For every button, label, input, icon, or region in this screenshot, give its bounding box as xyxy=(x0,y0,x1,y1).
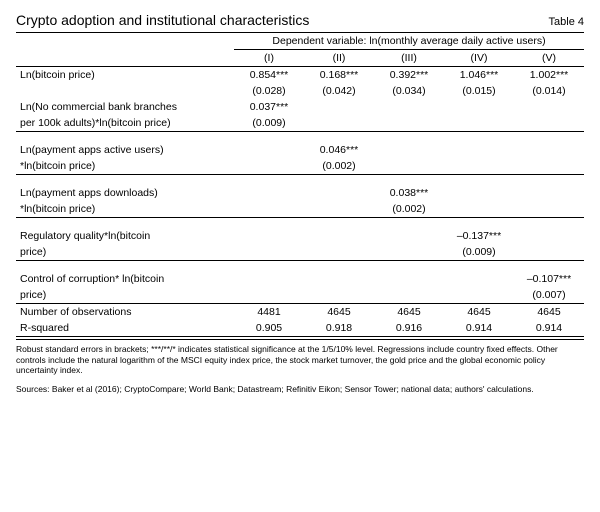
se-cell: (0.009) xyxy=(234,115,304,132)
stat-cell: 0.914 xyxy=(514,320,584,337)
row-label: Ln(payment apps active users) xyxy=(16,142,234,158)
coef-cell: –0.107*** xyxy=(514,271,584,287)
col-header: (I) xyxy=(234,50,304,67)
stat-cell: 4645 xyxy=(304,304,374,321)
coef-cell: 0.038*** xyxy=(374,185,444,201)
stat-cell: 0.918 xyxy=(304,320,374,337)
row-label: per 100k adults)*ln(bitcoin price) xyxy=(16,115,234,132)
table-row: *ln(bitcoin price) (0.002) xyxy=(16,201,584,218)
coef-cell: 0.168*** xyxy=(304,67,374,84)
col-header: (V) xyxy=(514,50,584,67)
row-label: price) xyxy=(16,244,234,261)
row-label: Ln(payment apps downloads) xyxy=(16,185,234,201)
table-row: Ln(bitcoin price) 0.854*** 0.168*** 0.39… xyxy=(16,67,584,84)
table-row: Number of observations 4481 4645 4645 46… xyxy=(16,304,584,321)
table-title: Crypto adoption and institutional charac… xyxy=(16,12,309,28)
stat-cell: 0.916 xyxy=(374,320,444,337)
row-label: Ln(No commercial bank branches xyxy=(16,99,234,115)
row-label: R-squared xyxy=(16,320,234,337)
table-footnote: Robust standard errors in brackets; ***/… xyxy=(16,339,584,376)
table-row: per 100k adults)*ln(bitcoin price) (0.00… xyxy=(16,115,584,132)
se-cell: (0.028) xyxy=(234,83,304,99)
table-row: price) (0.009) xyxy=(16,244,584,261)
stat-cell: 0.914 xyxy=(444,320,514,337)
col-header: (II) xyxy=(304,50,374,67)
coef-cell: 0.046*** xyxy=(304,142,374,158)
se-cell: (0.007) xyxy=(514,287,584,304)
se-cell: (0.002) xyxy=(374,201,444,218)
stat-cell: 4645 xyxy=(374,304,444,321)
se-cell: (0.009) xyxy=(444,244,514,261)
row-label: *ln(bitcoin price) xyxy=(16,201,234,218)
stat-cell: 0.905 xyxy=(234,320,304,337)
coef-cell: 0.037*** xyxy=(234,99,304,115)
se-cell: (0.014) xyxy=(514,83,584,99)
coef-cell: –0.137*** xyxy=(444,228,514,244)
stat-cell: 4645 xyxy=(444,304,514,321)
table-row: Ln(payment apps active users) 0.046*** xyxy=(16,142,584,158)
stat-cell: 4481 xyxy=(234,304,304,321)
table-number: Table 4 xyxy=(549,16,584,28)
title-bar: Crypto adoption and institutional charac… xyxy=(16,12,584,28)
stat-cell: 4645 xyxy=(514,304,584,321)
row-label: Regulatory quality*ln(bitcoin xyxy=(16,228,234,244)
table-row: Ln(payment apps downloads) 0.038*** xyxy=(16,185,584,201)
table-row: Control of corruption* ln(bitcoin –0.107… xyxy=(16,271,584,287)
table-sources: Sources: Baker et al (2016); CryptoCompa… xyxy=(16,384,584,395)
table-row: Regulatory quality*ln(bitcoin –0.137*** xyxy=(16,228,584,244)
col-header: (III) xyxy=(374,50,444,67)
table-row: price) (0.007) xyxy=(16,287,584,304)
table-row: (0.028) (0.042) (0.034) (0.015) (0.014) xyxy=(16,83,584,99)
row-label: *ln(bitcoin price) xyxy=(16,158,234,175)
row-label: Control of corruption* ln(bitcoin xyxy=(16,271,234,287)
column-header-row: (I) (II) (III) (IV) (V) xyxy=(16,50,584,67)
row-label: Number of observations xyxy=(16,304,234,321)
coef-cell: 1.046*** xyxy=(444,67,514,84)
dep-var-row: Dependent variable: ln(monthly average d… xyxy=(16,33,584,50)
coef-cell: 0.392*** xyxy=(374,67,444,84)
row-label: price) xyxy=(16,287,234,304)
se-cell: (0.002) xyxy=(304,158,374,175)
coef-cell: 1.002*** xyxy=(514,67,584,84)
regression-table: Dependent variable: ln(monthly average d… xyxy=(16,32,584,337)
se-cell: (0.034) xyxy=(374,83,444,99)
coef-cell: 0.854*** xyxy=(234,67,304,84)
col-header: (IV) xyxy=(444,50,514,67)
se-cell: (0.042) xyxy=(304,83,374,99)
table-row: Ln(No commercial bank branches 0.037*** xyxy=(16,99,584,115)
table-row: *ln(bitcoin price) (0.002) xyxy=(16,158,584,175)
dependent-variable-header: Dependent variable: ln(monthly average d… xyxy=(234,33,584,50)
table-row: R-squared 0.905 0.918 0.916 0.914 0.914 xyxy=(16,320,584,337)
row-label: Ln(bitcoin price) xyxy=(16,67,234,84)
se-cell: (0.015) xyxy=(444,83,514,99)
